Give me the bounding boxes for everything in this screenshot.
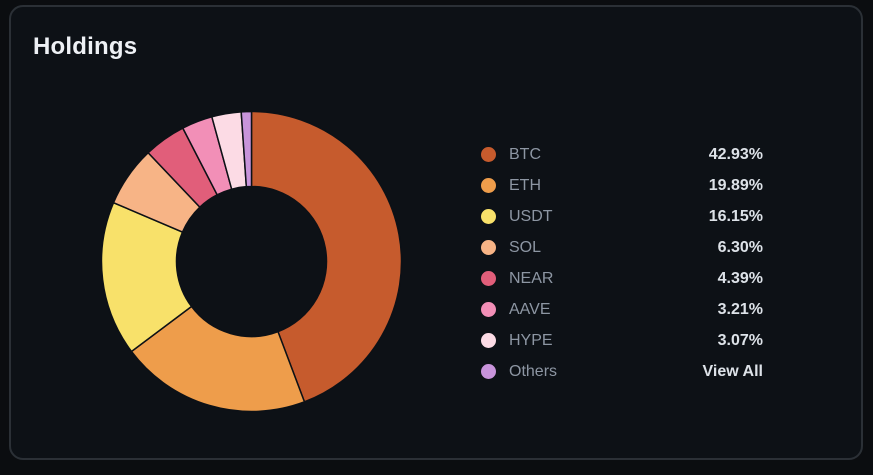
legend-label: NEAR <box>509 269 554 287</box>
legend-swatch <box>481 178 496 193</box>
legend-swatch <box>481 240 496 255</box>
legend-value: 16.15% <box>708 207 763 225</box>
legend-label: HYPE <box>509 331 553 349</box>
legend-item-eth: ETH 19.89% <box>481 170 763 201</box>
legend-label: AAVE <box>509 300 551 318</box>
legend-value: 3.07% <box>717 331 763 349</box>
legend-label: USDT <box>509 207 553 225</box>
legend-label: SOL <box>509 238 542 256</box>
legend-item-usdt: USDT 16.15% <box>481 201 763 232</box>
holdings-donut-chart <box>100 110 403 413</box>
legend-label: Others <box>509 362 558 380</box>
legend-item-hype: HYPE 3.07% <box>481 325 763 356</box>
legend-label: BTC <box>509 145 541 163</box>
legend-value: 19.89% <box>708 176 763 194</box>
legend-swatch <box>481 209 496 224</box>
legend-value: 6.30% <box>717 238 763 256</box>
donut-slice-btc[interactable] <box>250 110 403 403</box>
legend-swatch <box>481 271 496 286</box>
legend-value: 4.39% <box>717 269 763 287</box>
holdings-card: Holdings BTC 42.93% ETH 19.89% USDT 16.15% SOL… <box>9 5 863 460</box>
legend-swatch <box>481 364 496 379</box>
legend-swatch <box>481 302 496 317</box>
legend-swatch <box>481 147 496 162</box>
donut-slice-others[interactable] <box>240 110 253 188</box>
legend-item-btc: BTC 42.93% <box>481 139 763 170</box>
legend-value: 42.93% <box>708 145 763 163</box>
donut-slice-eth[interactable] <box>130 305 306 413</box>
legend-swatch <box>481 333 496 348</box>
view-all-link[interactable]: View All <box>702 362 763 380</box>
legend-item-others: Others View All <box>481 356 763 387</box>
legend-value: 3.21% <box>717 300 763 318</box>
card-title: Holdings <box>33 33 138 60</box>
legend-item-sol: SOL 6.30% <box>481 232 763 263</box>
legend-label: ETH <box>509 176 541 194</box>
legend-item-near: NEAR 4.39% <box>481 263 763 294</box>
legend-item-aave: AAVE 3.21% <box>481 294 763 325</box>
holdings-legend: BTC 42.93% ETH 19.89% USDT 16.15% SOL 6.30% NEAR… <box>481 139 763 387</box>
donut-slice-usdt[interactable] <box>100 201 193 353</box>
